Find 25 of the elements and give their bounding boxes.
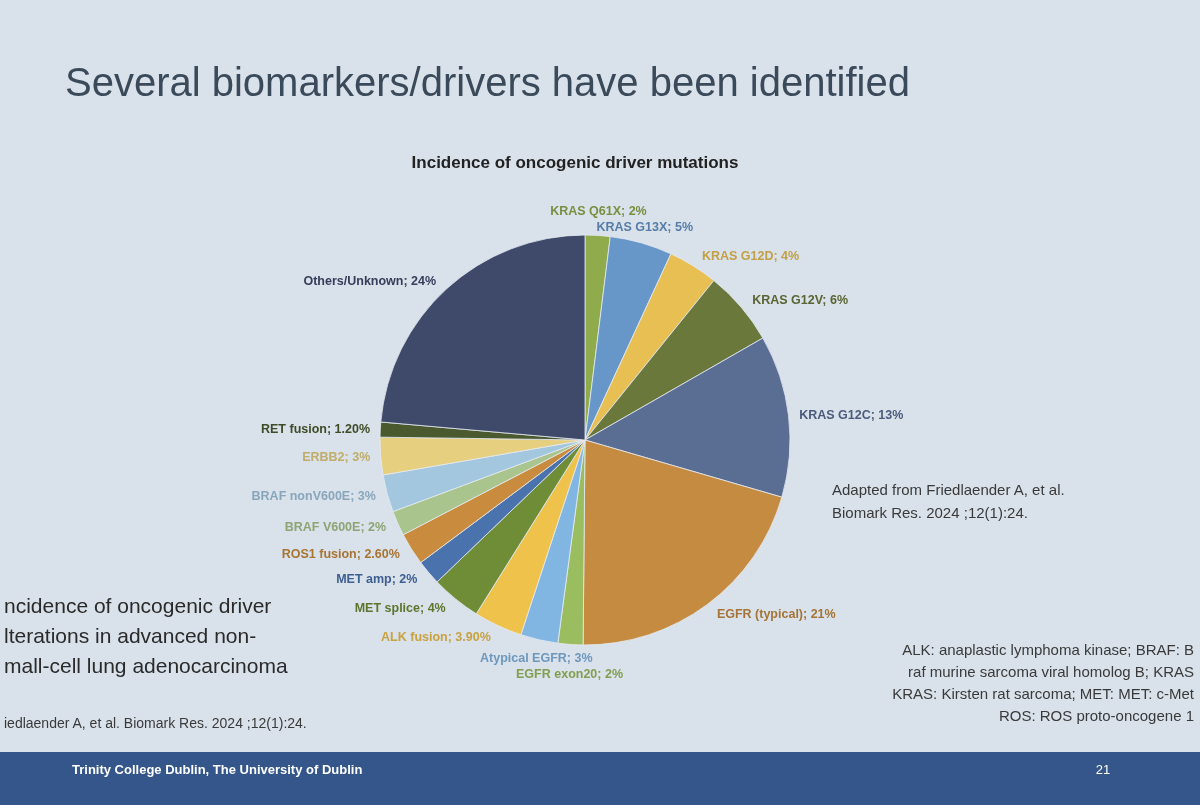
slice-label: MET splice; 4% <box>354 600 446 615</box>
slice-label: MET amp; 2% <box>336 572 418 587</box>
slice-label: KRAS G12D; 4% <box>701 248 800 263</box>
slice-label: EGFR exon20; 2% <box>516 666 624 681</box>
slice-label: KRAS G12V; 6% <box>752 293 849 308</box>
chart-title: Several biomarkers/drivers have been identified <box>65 60 910 104</box>
text: ALK: anaplastic lymphoma kinase; BRAF: B raf murine sarcoma viral homolog B; KRAS KRAS: Kirsten rat sarcoma; MET: MET: c-Met ROS: ROS proto-oncogene 1 <box>892 641 1195 724</box>
slice-label: KRAS G12C; 13% <box>799 407 904 422</box>
slice-label: KRAS G13X; 5% <box>596 219 694 234</box>
text: 21 <box>1095 762 1111 777</box>
slice-label: ROS1 fusion; 2.60% <box>281 547 400 562</box>
slice-label: ALK fusion; 3.90% <box>381 629 491 644</box>
slice-label: RET fusion; 1.20% <box>261 422 371 437</box>
text: Adapted from Friedlaender A, et al. Biomark Res. 2024 ;12(1):24. <box>832 481 1065 521</box>
text: Trinity College Dublin, The University of Dublin <box>72 762 363 777</box>
text: ncidence of oncogenic driver lterations in advanced non- mall-cell lung adenocarcinoma <box>4 594 288 677</box>
text: iedlaender A, et al. Biomark Res. 2024 ;12(1):24. <box>4 715 307 731</box>
slice-label: BRAF nonV600E; 3% <box>251 488 376 503</box>
slice-label: EGFR (typical); 21% <box>716 606 836 621</box>
slice-label: KRAS Q61X; 2% <box>550 203 647 218</box>
chart-subtitle: Incidence of oncogenic driver mutations <box>411 153 739 172</box>
slice-label: Others/Unknown; 24% <box>303 273 437 288</box>
slice-label: ERBB2; 3% <box>302 449 371 464</box>
slice-label: BRAF V600E; 2% <box>284 519 387 534</box>
slice-label: Atypical EGFR; 3% <box>480 650 593 665</box>
